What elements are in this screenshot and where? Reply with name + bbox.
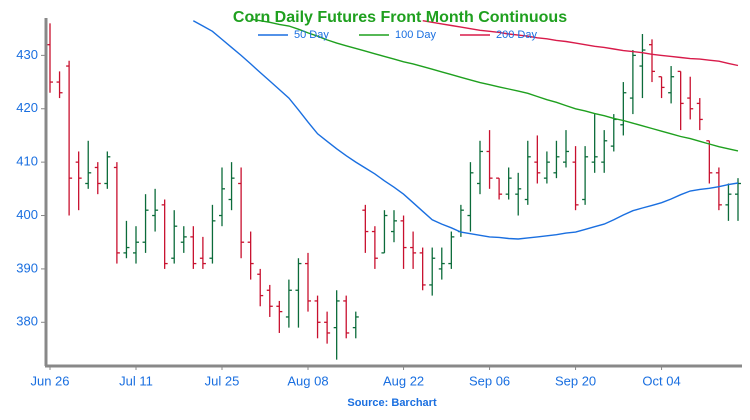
ohlc-bar — [610, 114, 617, 152]
ohlc-bar — [56, 71, 63, 99]
ohlc-bar — [419, 247, 426, 291]
ohlc-bar — [371, 226, 378, 269]
x-tick-label: Aug 08 — [287, 373, 328, 388]
ohlc-bar — [47, 23, 53, 93]
ohlc-bar — [266, 284, 273, 317]
ohlc-bar — [123, 220, 130, 259]
ma-line — [422, 20, 739, 67]
ohlc-bar — [142, 194, 149, 253]
y-tick-label: 380 — [16, 314, 38, 329]
ohlc-bar — [410, 231, 417, 269]
ohlc-bar — [524, 140, 531, 205]
y-tick-label: 420 — [16, 100, 38, 115]
ohlc-bar — [649, 39, 655, 83]
ma-line — [250, 18, 739, 152]
ohlc-bar — [381, 210, 388, 254]
ohlc-bar — [66, 60, 73, 216]
ohlc-bar — [190, 226, 197, 269]
ohlc-bar — [486, 130, 493, 189]
ohlc-bar — [343, 295, 350, 339]
chart-title: Corn Daily Futures Front Month Continuou… — [233, 9, 567, 26]
y-tick-label: 410 — [16, 154, 38, 169]
ohlc-bar — [228, 162, 235, 211]
ohlc-bar — [391, 210, 397, 243]
ohlc-bar — [295, 258, 302, 328]
y-tick-label: 400 — [16, 207, 38, 222]
ohlc-bar — [505, 167, 512, 200]
ohlc-bar — [352, 311, 359, 339]
x-tick-label: Oct 04 — [642, 373, 680, 388]
x-tick-label: Aug 22 — [383, 373, 424, 388]
legend-label: 50 Day — [294, 29, 329, 41]
ohlc-bar — [247, 231, 254, 280]
ohlc-bar — [534, 135, 541, 184]
ohlc-bar — [696, 98, 703, 131]
ohlc-bar — [620, 82, 627, 136]
x-tick-label: Sep 06 — [469, 373, 510, 388]
ohlc-bar — [152, 188, 159, 232]
ohlc-bar — [735, 178, 741, 221]
x-tick-label: Jul 11 — [119, 373, 153, 388]
ohlc-bar — [582, 146, 589, 205]
ohlc-bar — [658, 76, 665, 99]
ohlc-bar — [314, 295, 321, 339]
ohlc-bar — [725, 183, 732, 221]
x-tick-label: Sep 20 — [555, 373, 596, 388]
ohlc-bar — [171, 210, 178, 264]
ohlc-bar — [324, 311, 331, 344]
ohlc-bar — [75, 151, 82, 211]
ohlc-bar — [677, 70, 684, 131]
ohlc-bar — [515, 172, 522, 216]
ohlc-bar — [113, 162, 120, 264]
ohlc-bar — [629, 50, 636, 115]
plot-area — [47, 18, 741, 360]
x-tick-label: Jun 26 — [30, 373, 69, 388]
ohlc-bar — [448, 231, 455, 269]
ohlc-bar — [553, 140, 560, 179]
legend-label: 200 Day — [496, 29, 537, 41]
ohlc-bar — [333, 290, 340, 360]
source-note: Source: Barchart — [347, 397, 437, 409]
ohlc-bar — [601, 130, 608, 173]
ohlc-bar — [477, 140, 483, 195]
ohlc-bar — [94, 162, 101, 195]
ohlc-bar — [496, 177, 503, 200]
ohlc-bar — [706, 140, 713, 184]
ohlc-bar — [161, 199, 168, 269]
ohlc-bar — [563, 130, 569, 168]
ohlc-bar — [85, 140, 92, 189]
ohlc-bar — [180, 226, 187, 253]
ohlc-bar — [276, 300, 283, 333]
ohlc-bar — [687, 76, 694, 120]
ohlc-bar — [668, 66, 675, 104]
ohlc-bar — [305, 252, 311, 312]
ohlc-bar — [199, 236, 206, 269]
ohlc-bar — [572, 146, 579, 211]
ohlc-bar — [219, 167, 225, 227]
ohlc-bar — [467, 162, 474, 232]
y-tick-label: 430 — [16, 47, 38, 62]
ohlc-bar — [104, 151, 111, 189]
ohlc-bar — [257, 268, 264, 307]
ohlc-bar — [438, 247, 445, 280]
legend-label: 100 Day — [395, 29, 436, 41]
ohlc-bar — [400, 215, 407, 269]
x-tick-label: Jul 25 — [205, 373, 240, 388]
ma-line — [192, 20, 739, 240]
ohlc-bar — [715, 167, 722, 211]
y-tick-label: 390 — [16, 260, 38, 275]
ohlc-bar — [639, 34, 646, 99]
ohlc-bar — [133, 226, 139, 264]
ohlc-bar — [543, 151, 550, 184]
ohlc-bar — [591, 114, 598, 173]
ohlc-bar — [238, 167, 245, 259]
ohlc-bar — [429, 247, 436, 296]
ohlc-bar — [209, 204, 216, 264]
ohlc-bar — [362, 204, 369, 253]
ohlc-bar — [285, 279, 292, 328]
